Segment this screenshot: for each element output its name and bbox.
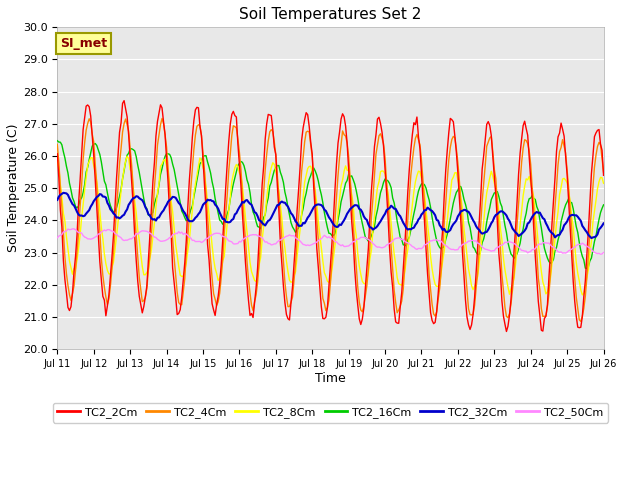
TC2_4Cm: [534, 276, 542, 281]
TC2_2Cm: [536, 312, 543, 318]
Line: TC2_4Cm: TC2_4Cm: [58, 119, 604, 322]
TC2_32Cm: [54, 197, 61, 203]
TC2_50Cm: [596, 251, 604, 257]
TC2_2Cm: [502, 329, 510, 335]
TC2_2Cm: [366, 215, 374, 220]
Line: TC2_50Cm: TC2_50Cm: [58, 229, 604, 254]
Line: TC2_32Cm: TC2_32Cm: [58, 193, 604, 238]
TC2_32Cm: [366, 225, 374, 230]
TC2_16Cm: [583, 265, 591, 271]
TC2_4Cm: [577, 319, 584, 324]
Line: TC2_16Cm: TC2_16Cm: [58, 141, 604, 268]
TC2_50Cm: [70, 226, 78, 232]
Text: SI_met: SI_met: [60, 37, 107, 50]
TC2_8Cm: [54, 159, 61, 165]
TC2_4Cm: [54, 142, 61, 147]
TC2_50Cm: [396, 236, 404, 241]
TC2_8Cm: [579, 292, 586, 298]
TC2_50Cm: [534, 241, 542, 247]
X-axis label: Time: Time: [315, 372, 346, 384]
TC2_8Cm: [534, 241, 542, 247]
TC2_4Cm: [68, 291, 76, 297]
TC2_8Cm: [396, 282, 404, 288]
Line: TC2_8Cm: TC2_8Cm: [58, 156, 604, 295]
TC2_4Cm: [158, 116, 166, 121]
Legend: TC2_2Cm, TC2_4Cm, TC2_8Cm, TC2_16Cm, TC2_32Cm, TC2_50Cm: TC2_2Cm, TC2_4Cm, TC2_8Cm, TC2_16Cm, TC2…: [53, 403, 608, 423]
TC2_50Cm: [384, 241, 392, 247]
TC2_50Cm: [366, 238, 374, 243]
TC2_16Cm: [383, 177, 390, 183]
TC2_8Cm: [68, 271, 76, 277]
TC2_2Cm: [68, 290, 76, 296]
Title: Soil Temperatures Set 2: Soil Temperatures Set 2: [239, 7, 422, 22]
TC2_32Cm: [396, 213, 404, 219]
TC2_2Cm: [54, 151, 61, 157]
TC2_50Cm: [54, 235, 61, 240]
TC2_8Cm: [157, 164, 164, 169]
TC2_4Cm: [396, 303, 404, 309]
TC2_8Cm: [366, 256, 374, 262]
TC2_50Cm: [600, 250, 607, 255]
TC2_16Cm: [600, 202, 607, 208]
TC2_2Cm: [384, 216, 392, 221]
TC2_32Cm: [384, 206, 392, 212]
TC2_2Cm: [600, 172, 607, 178]
TC2_16Cm: [54, 138, 61, 144]
TC2_16Cm: [533, 204, 541, 210]
TC2_16Cm: [68, 195, 76, 201]
TC2_16Cm: [155, 182, 163, 188]
TC2_50Cm: [68, 226, 76, 232]
TC2_32Cm: [157, 212, 164, 217]
TC2_32Cm: [588, 235, 595, 241]
TC2_4Cm: [384, 196, 392, 202]
TC2_32Cm: [70, 203, 78, 208]
TC2_4Cm: [366, 244, 374, 250]
Y-axis label: Soil Temperature (C): Soil Temperature (C): [7, 124, 20, 252]
TC2_8Cm: [384, 191, 392, 197]
TC2_2Cm: [157, 102, 164, 108]
TC2_2Cm: [120, 98, 128, 104]
TC2_32Cm: [534, 210, 542, 216]
TC2_8Cm: [600, 180, 607, 186]
TC2_16Cm: [395, 226, 403, 232]
TC2_16Cm: [365, 239, 372, 244]
Line: TC2_2Cm: TC2_2Cm: [58, 101, 604, 332]
TC2_2Cm: [396, 304, 404, 310]
TC2_4Cm: [155, 132, 163, 138]
TC2_4Cm: [600, 169, 607, 175]
TC2_8Cm: [124, 154, 131, 159]
TC2_32Cm: [60, 190, 67, 196]
TC2_32Cm: [600, 220, 607, 226]
TC2_50Cm: [157, 239, 164, 244]
